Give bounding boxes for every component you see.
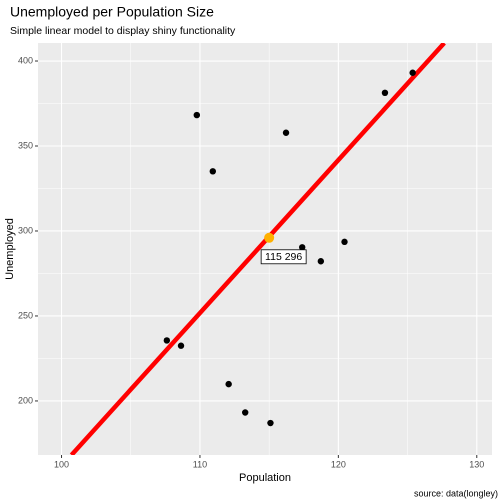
- y-tick-label: 400: [18, 55, 33, 65]
- y-tick-label: 200: [18, 395, 33, 405]
- point: [267, 419, 274, 427]
- x-tick-label: 100: [54, 459, 69, 469]
- highlight-label: 115 296: [265, 251, 302, 263]
- y-tick-label: 250: [18, 310, 33, 320]
- point: [163, 337, 171, 344]
- point: [381, 89, 389, 97]
- caption: source: data(longley): [414, 488, 498, 498]
- y-tick-label: 300: [18, 225, 33, 235]
- x-tick-label: 110: [193, 459, 207, 469]
- y-tick-label: 350: [18, 140, 33, 150]
- chart-title: Unemployed per Population Size: [10, 4, 214, 20]
- point: [317, 258, 325, 265]
- fit-line: [69, 43, 446, 455]
- point: [409, 69, 416, 76]
- grid: [38, 43, 492, 455]
- panel: [38, 43, 492, 455]
- x-axis-label: Population: [239, 472, 291, 484]
- point: [177, 342, 185, 349]
- point: [282, 129, 290, 136]
- highlight-point: [264, 232, 275, 243]
- point: [225, 380, 232, 388]
- point: [299, 244, 306, 251]
- x-tick-label: 130: [469, 459, 484, 469]
- x-tick-label: 120: [331, 459, 346, 469]
- point: [242, 409, 249, 416]
- marks: [69, 43, 446, 455]
- point: [209, 168, 217, 175]
- chart-subtitle: Simple linear model to display shiny fun…: [10, 25, 236, 37]
- highlight-label-box: [260, 249, 307, 265]
- point: [341, 238, 348, 246]
- y-axis-label: Unemployed: [4, 218, 16, 280]
- point: [193, 111, 201, 119]
